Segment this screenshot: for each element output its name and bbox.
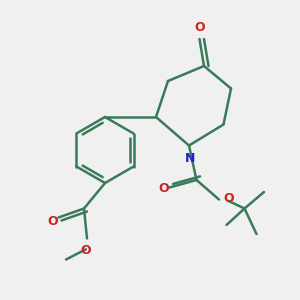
Text: N: N (185, 152, 196, 165)
Text: O: O (195, 21, 206, 34)
Text: O: O (159, 182, 170, 196)
Text: O: O (80, 244, 91, 257)
Text: O: O (48, 214, 58, 228)
Text: O: O (224, 191, 234, 205)
